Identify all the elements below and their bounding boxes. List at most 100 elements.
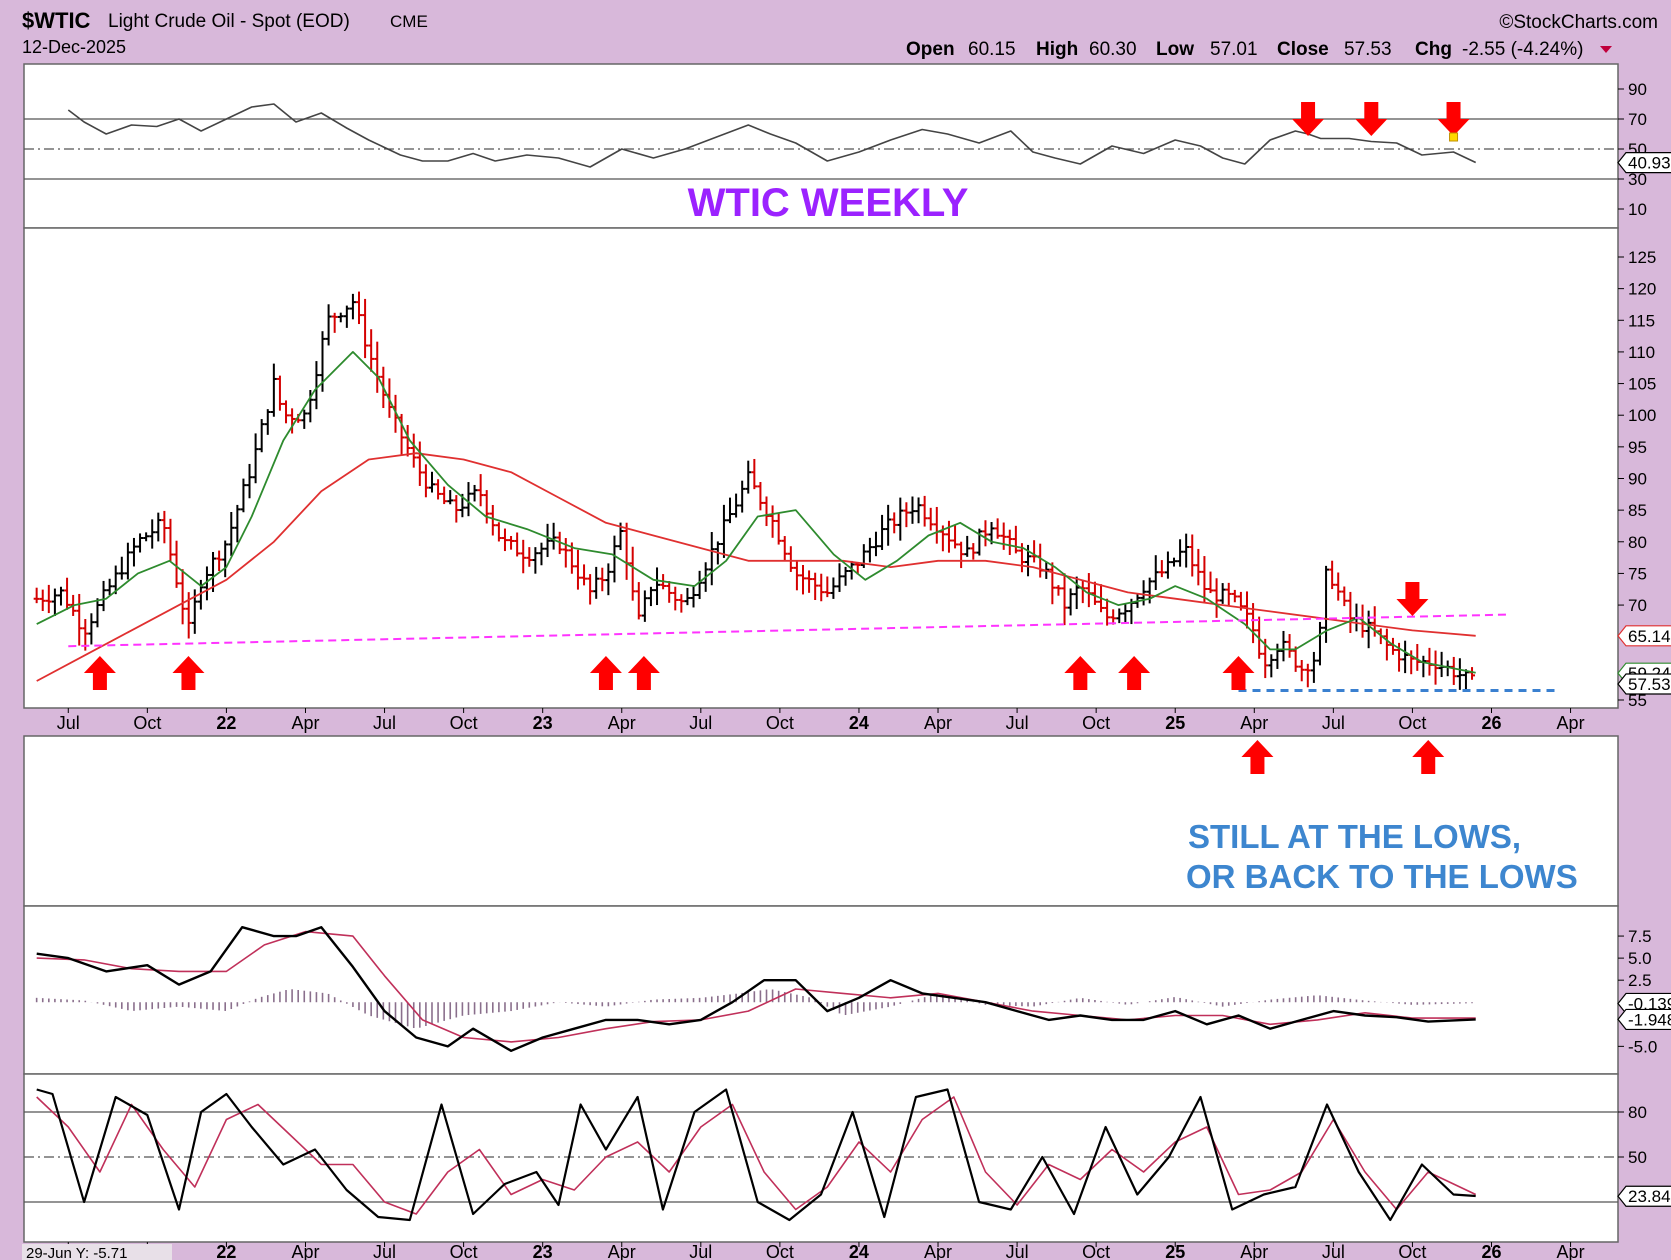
macd-value-tag-box (1617, 1008, 1671, 1031)
x-tick-label: Apr (291, 1242, 319, 1260)
rising-trendline (68, 613, 1508, 648)
ma-slow-value-tag-box (1617, 625, 1671, 647)
price-up-arrow (1064, 656, 1097, 690)
price-up-arrow (1118, 656, 1151, 690)
macd-tick-label: 2.5 (1628, 971, 1652, 990)
x-tick-label: Jul (689, 1242, 712, 1260)
stoch-tick-label: 50 (1628, 1148, 1647, 1167)
macd-tick-label: -5.0 (1628, 1037, 1657, 1056)
ma-slow-value-tag-text: 65.14 (1628, 627, 1671, 646)
price-up-arrow (627, 656, 660, 690)
rsi-last-marker (1449, 132, 1459, 142)
stoch-value-tag: 23.84 (1617, 1185, 1671, 1207)
weekly-annotation: WTIC WEEKLY (688, 181, 969, 225)
price-up-arrow (172, 656, 205, 690)
price-tick-label: 95 (1628, 438, 1647, 457)
x-tick-label: 23 (533, 713, 553, 733)
chart-name: Light Crude Oil - Spot (EOD) (108, 11, 350, 32)
close-value-tag-text: 57.53 (1628, 675, 1671, 694)
macd-histogram-tag: -0.139 (1617, 992, 1671, 1015)
stochastic-panel (23, 1073, 1619, 1243)
x-tick-label: 25 (1165, 713, 1185, 733)
macd-panel (23, 905, 1619, 1075)
annotation-panel (23, 735, 1619, 907)
x-tick-label: Apr (924, 713, 952, 733)
x-tick-label: Oct (1082, 713, 1110, 733)
macd-value-tag: -1.948 (1617, 1008, 1671, 1031)
crosshair-readout: 29-Jun Y: -5.71 (26, 1245, 127, 1260)
price-up-arrow (83, 656, 116, 690)
x-tick-label: Oct (766, 1242, 794, 1260)
stoch-value-tag-text: 23.84 (1628, 1187, 1671, 1206)
lows-annotation-line2: OR BACK TO THE LOWS (1186, 858, 1578, 895)
x-tick-label: Apr (1557, 713, 1585, 733)
rsi-tick-label: 30 (1628, 170, 1647, 189)
rsi-last-value-tag-box (1617, 152, 1671, 174)
x-tick-label: Apr (924, 1242, 952, 1260)
x-tick-label: Oct (133, 713, 161, 733)
rsi-tick-label: 70 (1628, 110, 1647, 129)
x-tick-label: Oct (1082, 1242, 1110, 1260)
price-tick-label: 85 (1628, 501, 1647, 520)
price-tick-label: 110 (1628, 343, 1655, 362)
close-value-tag-box (1617, 673, 1671, 695)
chg-label: Chg (1415, 39, 1452, 60)
x-tick-label: Jul (1006, 1242, 1029, 1260)
x-tick-label: 22 (216, 713, 236, 733)
close-value: 57.53 (1344, 39, 1392, 60)
x-tick-label: 24 (849, 1242, 869, 1260)
x-tick-label: Oct (450, 1242, 478, 1260)
chart-date: 12-Dec-2025 (22, 37, 126, 57)
x-tick-label: Apr (608, 713, 636, 733)
x-tick-label: Jul (689, 713, 712, 733)
rsi-last-value-tag-text: 40.93 (1628, 154, 1671, 173)
x-tick-label: Jul (1322, 1242, 1345, 1260)
macd-layer: 7.5 5.0 2.5 -5.0 -0.139-1.948 (35, 926, 1671, 1056)
x-tick-label: Oct (1398, 713, 1426, 733)
rsi-down-arrow (1355, 102, 1388, 136)
close-value-tag: 57.53 (1617, 673, 1671, 695)
brand-label: ©StockCharts.com (1499, 12, 1658, 33)
close-label: Close (1277, 39, 1329, 60)
x-tick-label: Apr (608, 1242, 636, 1260)
low-label: Low (1156, 39, 1194, 60)
chg-down-icon (1600, 46, 1612, 53)
price-up-arrow (589, 656, 622, 690)
price-tick-label: 80 (1628, 533, 1647, 552)
x-tick-label: 26 (1481, 713, 1501, 733)
x-tick-label: Oct (1398, 1242, 1426, 1260)
high-value: 60.30 (1089, 39, 1137, 60)
x-tick-label: 26 (1481, 1242, 1501, 1260)
x-tick-label: 24 (849, 713, 869, 733)
stoch-line (36, 1088, 1476, 1222)
rsi-down-arrow (1292, 102, 1325, 136)
ohlc-summary: Open 60.15 High 60.30 Low 57.01 Close 57… (906, 39, 1612, 60)
x-tick-label: 23 (533, 1242, 553, 1260)
lows-annotation-line1: STILL AT THE LOWS, (1188, 818, 1521, 855)
x-tick-label: Apr (1240, 713, 1268, 733)
stoch-value-tag-box (1617, 1185, 1671, 1207)
price-down-arrow (1396, 582, 1429, 616)
low-value: 57.01 (1210, 39, 1258, 60)
rsi-down-arrow (1437, 102, 1470, 136)
macd-value-tag-text: -1.948 (1628, 1010, 1671, 1029)
chg-value: -2.55 (-4.24%) (1462, 39, 1583, 60)
stoch-tick-label: 80 (1628, 1103, 1647, 1122)
open-label: Open (906, 39, 955, 60)
slow-moving-average-line (36, 452, 1476, 682)
macd-signal-line (36, 930, 1476, 1043)
price-tick-label: 75 (1628, 564, 1647, 583)
x-tick-label: Oct (766, 713, 794, 733)
rsi-tick-label: 90 (1628, 80, 1647, 99)
lows-up-arrow (1241, 740, 1274, 774)
x-tick-label: Apr (1557, 1242, 1585, 1260)
price-tick-label: 125 (1628, 248, 1656, 267)
x-tick-label: Jul (1322, 713, 1345, 733)
price-tick-label: 105 (1628, 375, 1656, 394)
price-tick-label: 100 (1628, 406, 1656, 425)
macd-tick-label: 5.0 (1628, 949, 1652, 968)
x-tick-label: 22 (216, 1242, 236, 1260)
rsi-last-value-tag: 40.93 (1617, 152, 1671, 174)
price-tick-label: 70 (1628, 596, 1647, 615)
